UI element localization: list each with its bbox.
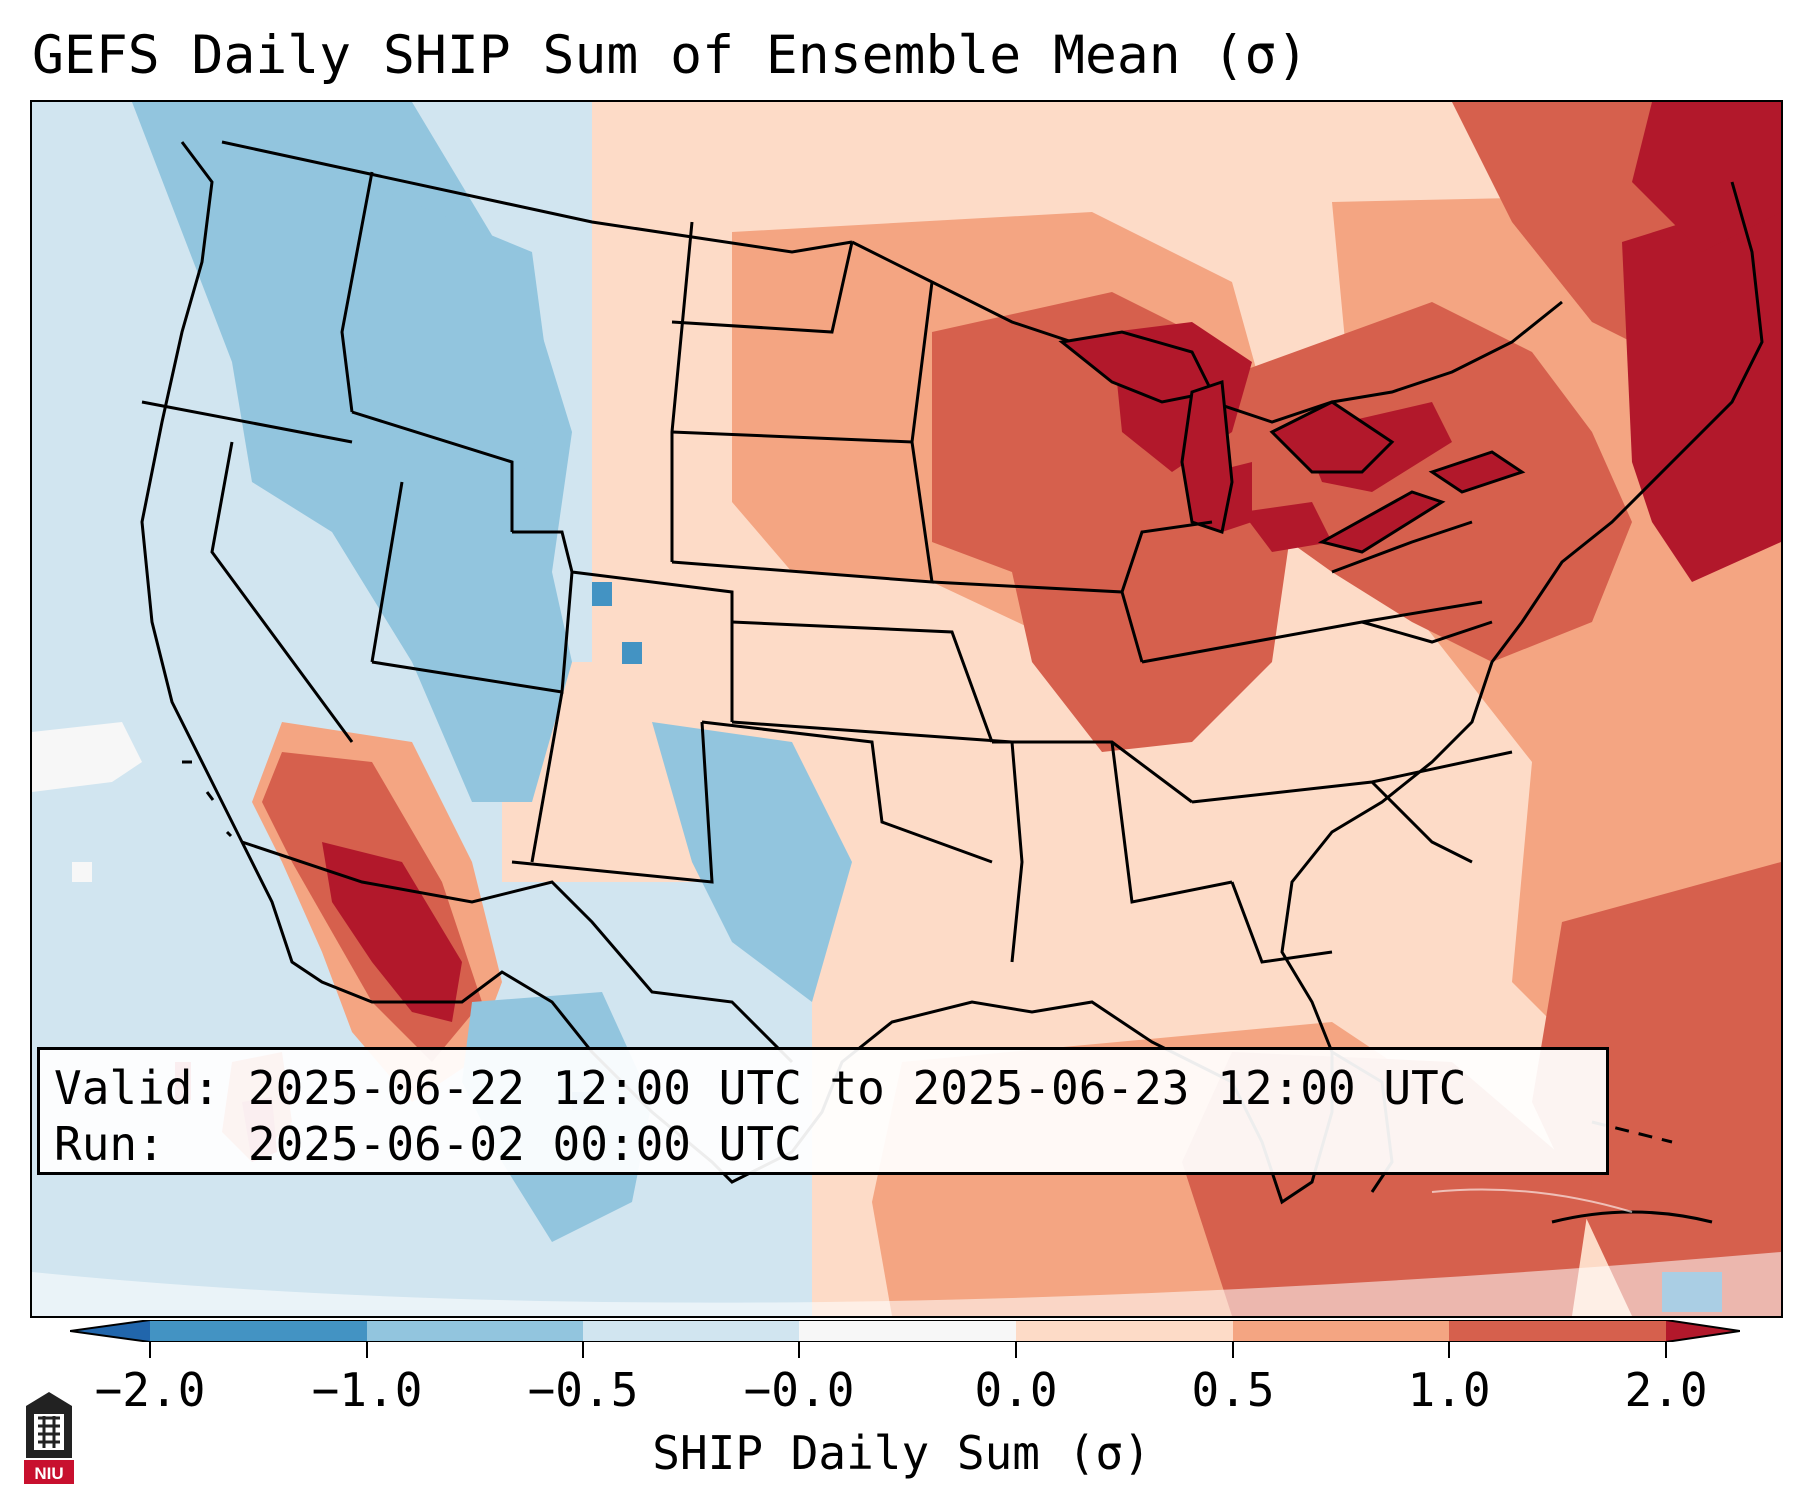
cbar-tick [1232, 1342, 1234, 1358]
colorbar-segment-3 [583, 1320, 799, 1342]
cbar-tick [798, 1342, 800, 1358]
cbar-tick [149, 1342, 151, 1358]
cbar-tick [1448, 1342, 1450, 1358]
colorbar [70, 1320, 1740, 1342]
cbar-tick-label: 0.5 [1191, 1363, 1275, 1417]
logo-text: NIU [34, 1464, 63, 1483]
colorbar-segment-6 [1233, 1320, 1449, 1342]
valid-row: Valid: 2025-06-22 12:00 UTC to 2025-06-2… [54, 1060, 1592, 1116]
cbar-tick-label: −2.0 [94, 1363, 206, 1417]
cbar-tick-label: 2.0 [1624, 1363, 1708, 1417]
run-value: 2025-06-02 00:00 UTC [247, 1117, 802, 1171]
cbar-tick-label: 0.0 [974, 1363, 1058, 1417]
cbar-tick [1015, 1342, 1017, 1358]
cbar-tick-label: 1.0 [1407, 1363, 1491, 1417]
colorbar-segment-4 [799, 1320, 1016, 1342]
cbar-tick-label: −0.5 [527, 1363, 639, 1417]
niu-logo: NIU [24, 1392, 74, 1484]
valid-label: Valid: [54, 1061, 221, 1115]
cbar-tick [366, 1342, 368, 1358]
cbar-tick [582, 1342, 584, 1358]
run-label: Run: [54, 1117, 165, 1171]
colorbar-segment-5 [1016, 1320, 1233, 1342]
cbar-tick-label: −1.0 [311, 1363, 423, 1417]
colorbar-segment-2 [367, 1320, 583, 1342]
map-title: GEFS Daily SHIP Sum of Ensemble Mean (σ) [32, 25, 1309, 86]
colorbar-segment-7 [1449, 1320, 1666, 1342]
colorbar-segment-1 [150, 1320, 367, 1342]
cbar-tick-label: −0.0 [743, 1363, 855, 1417]
colorbar-extend-low [70, 1320, 150, 1342]
coastlines-and-borders [140, 140, 1764, 1224]
colorbar-label: SHIP Daily Sum (σ) [652, 1426, 1151, 1480]
run-row: Run: 2025-06-02 00:00 UTC [54, 1116, 1592, 1172]
valid-value: 2025-06-22 12:00 UTC to 2025-06-23 12:00… [247, 1061, 1467, 1115]
validity-info-box: Valid: 2025-06-22 12:00 UTC to 2025-06-2… [37, 1047, 1609, 1175]
colorbar-extend-high [1666, 1320, 1740, 1342]
cbar-tick [1665, 1342, 1667, 1358]
